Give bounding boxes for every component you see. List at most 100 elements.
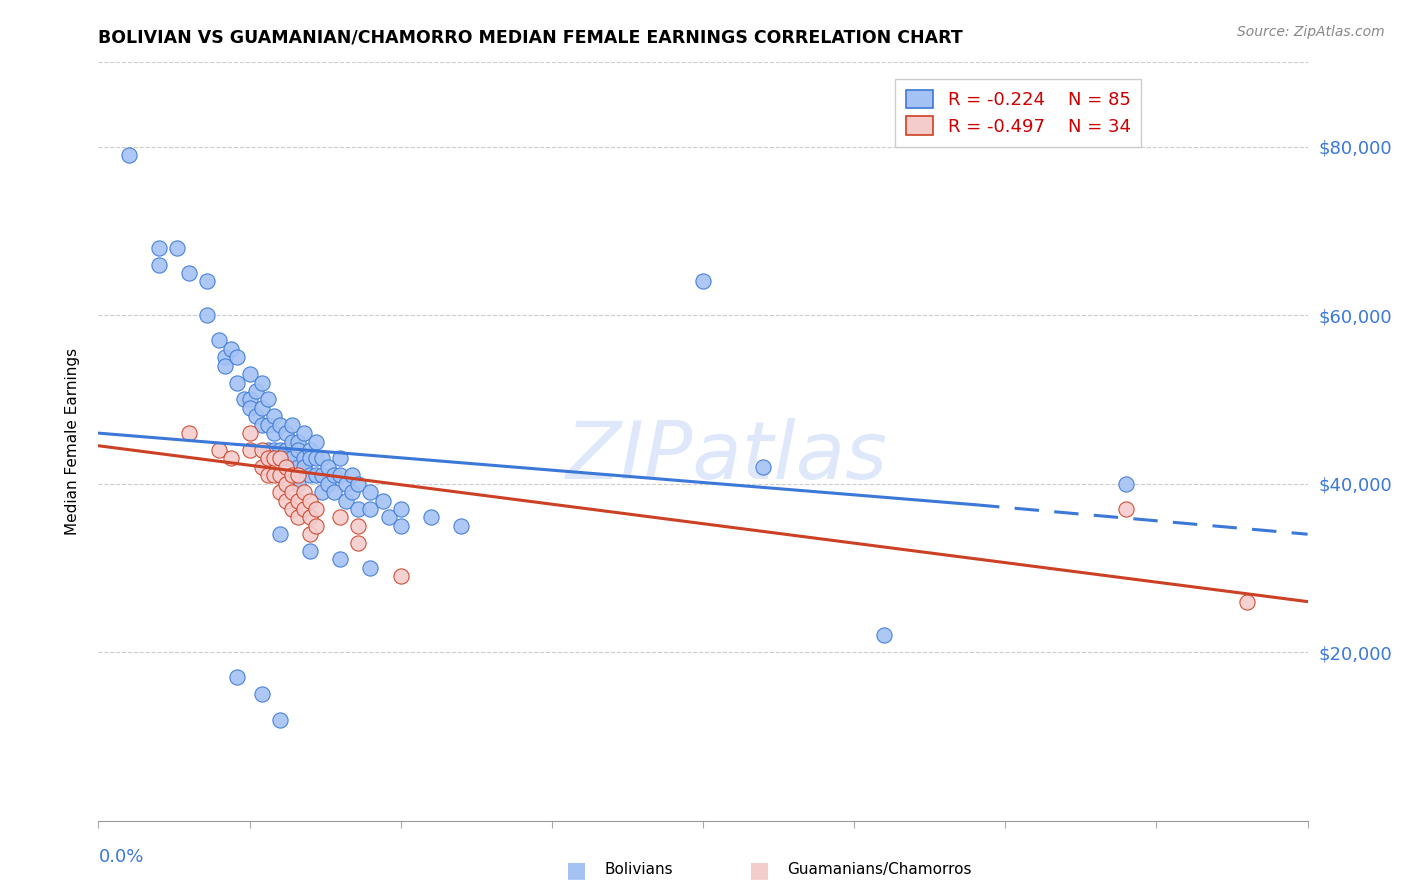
Point: [239, 367, 262, 381]
Point: [245, 409, 267, 424]
Point: [269, 417, 291, 432]
Point: [292, 426, 315, 441]
Point: [281, 468, 304, 483]
Point: [226, 351, 249, 365]
Point: [292, 459, 315, 474]
Point: [269, 485, 291, 500]
Text: Guamanians/Chamorros: Guamanians/Chamorros: [787, 863, 972, 877]
Point: [342, 468, 364, 483]
Point: [292, 451, 315, 466]
Point: [335, 476, 357, 491]
Point: [274, 442, 297, 457]
Point: [299, 442, 322, 457]
Point: [287, 434, 309, 449]
Point: [450, 518, 472, 533]
Point: [335, 493, 357, 508]
Point: [347, 502, 370, 516]
Point: [226, 376, 249, 390]
Point: [239, 442, 262, 457]
Point: [347, 535, 370, 549]
Point: [323, 485, 346, 500]
Point: [221, 451, 243, 466]
Point: [389, 569, 412, 583]
Point: [214, 351, 236, 365]
Point: [269, 468, 291, 483]
Point: [195, 275, 218, 289]
Point: [179, 426, 201, 441]
Point: [360, 485, 382, 500]
Point: [250, 401, 273, 415]
Point: [239, 392, 262, 407]
Point: [360, 502, 382, 516]
Point: [256, 417, 278, 432]
Point: [269, 527, 291, 541]
Point: [347, 476, 370, 491]
Text: Bolivians: Bolivians: [605, 863, 673, 877]
Y-axis label: Median Female Earnings: Median Female Earnings: [65, 348, 80, 535]
Point: [287, 442, 309, 457]
Point: [232, 392, 254, 407]
Text: 0.0%: 0.0%: [98, 848, 143, 866]
Legend: R = -0.224    N = 85, R = -0.497    N = 34: R = -0.224 N = 85, R = -0.497 N = 34: [896, 79, 1142, 146]
Point: [360, 561, 382, 575]
Point: [377, 510, 399, 524]
Text: BOLIVIAN VS GUAMANIAN/CHAMORRO MEDIAN FEMALE EARNINGS CORRELATION CHART: BOLIVIAN VS GUAMANIAN/CHAMORRO MEDIAN FE…: [98, 29, 963, 47]
Point: [752, 459, 775, 474]
Point: [250, 459, 273, 474]
Point: [311, 485, 333, 500]
Point: [274, 493, 297, 508]
Point: [148, 241, 170, 255]
Point: [214, 359, 236, 373]
Point: [299, 510, 322, 524]
Point: [305, 502, 328, 516]
Point: [305, 468, 328, 483]
Point: [292, 485, 315, 500]
Point: [311, 451, 333, 466]
Point: [371, 493, 394, 508]
Point: [287, 476, 309, 491]
Point: [208, 334, 231, 348]
Point: [245, 384, 267, 398]
Point: [256, 468, 278, 483]
Point: [263, 426, 285, 441]
Point: [256, 442, 278, 457]
Point: [347, 518, 370, 533]
Point: [316, 476, 339, 491]
Point: [166, 241, 188, 255]
Point: [274, 451, 297, 466]
Point: [389, 502, 412, 516]
Point: [311, 468, 333, 483]
Point: [118, 148, 141, 162]
Point: [274, 476, 297, 491]
Point: [148, 258, 170, 272]
Point: [263, 468, 285, 483]
Point: [1115, 476, 1137, 491]
Text: ZIPatlas: ZIPatlas: [567, 417, 889, 496]
Point: [299, 544, 322, 558]
Point: [299, 451, 322, 466]
Point: [208, 442, 231, 457]
Point: [269, 442, 291, 457]
Point: [287, 493, 309, 508]
Point: [250, 376, 273, 390]
Point: [281, 451, 304, 466]
Point: [263, 442, 285, 457]
Point: [269, 451, 291, 466]
Point: [329, 510, 352, 524]
Text: ■: ■: [567, 860, 586, 880]
Point: [274, 459, 297, 474]
Point: [281, 434, 304, 449]
Point: [299, 493, 322, 508]
Point: [239, 426, 262, 441]
Point: [263, 451, 285, 466]
Point: [256, 392, 278, 407]
Point: [323, 468, 346, 483]
Point: [299, 468, 322, 483]
Point: [179, 266, 201, 280]
Text: Source: ZipAtlas.com: Source: ZipAtlas.com: [1237, 25, 1385, 39]
Point: [274, 426, 297, 441]
Point: [342, 485, 364, 500]
Point: [1236, 594, 1258, 608]
Point: [281, 485, 304, 500]
Point: [250, 417, 273, 432]
